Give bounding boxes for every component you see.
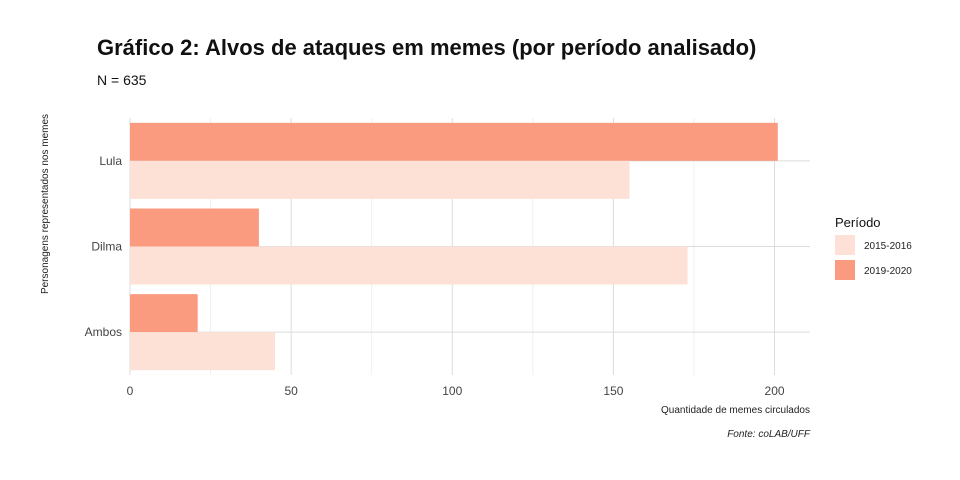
x-tick-label: 50 — [284, 384, 298, 398]
y-tick-label: Dilma — [91, 240, 122, 254]
legend-label: 2015-2016 — [864, 241, 912, 252]
chart-subtitle: N = 635 — [97, 72, 147, 88]
bar-2015-2016-Lula — [130, 160, 630, 199]
bar-2015-2016-Ambos — [130, 332, 276, 371]
y-tick-label: Lula — [99, 154, 122, 168]
y-tick-label: Ambos — [85, 325, 122, 339]
legend-label: 2019-2020 — [864, 266, 912, 277]
legend: Período 2015-2016 2019-2020 — [835, 215, 912, 280]
x-tick-label: 150 — [603, 384, 623, 398]
bar-2015-2016-Dilma — [130, 246, 688, 285]
x-axis-title: Quantidade de memes circulados — [661, 405, 810, 416]
legend-swatch — [835, 260, 855, 280]
chart-title: Gráfico 2: Alvos de ataques em memes (po… — [97, 35, 757, 60]
x-tick-label: 0 — [127, 384, 134, 398]
legend-swatch — [835, 235, 855, 255]
bar-2019-2020-Dilma — [130, 208, 259, 247]
x-tick-label: 200 — [765, 384, 785, 398]
chart-caption: Fonte: coLAB/UFF — [727, 429, 811, 440]
y-tick-labels: Lula Dilma Ambos — [85, 154, 123, 339]
y-axis-title: Personagens representados nos memes — [40, 114, 51, 294]
x-tick-labels: 0 50 100 150 200 — [127, 384, 785, 398]
x-tick-label: 100 — [442, 384, 462, 398]
bars — [130, 122, 778, 371]
bar-2019-2020-Lula — [130, 122, 778, 161]
legend-title: Período — [835, 215, 881, 230]
bar-2019-2020-Ambos — [130, 294, 198, 333]
